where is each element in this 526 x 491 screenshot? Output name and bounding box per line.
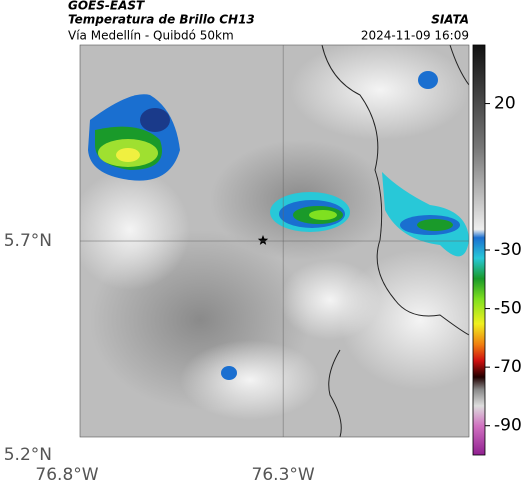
y-tick-label: 5.7°N <box>4 231 52 251</box>
timestamp: 2024-11-09 16:09 <box>361 29 469 43</box>
colorbar-tick-label: -90 <box>494 416 522 436</box>
colorbar-tick-label: -70 <box>494 357 522 377</box>
colorbar-tick-label: -30 <box>494 240 522 260</box>
x-tick-label: 76.8°W <box>35 465 98 485</box>
x-tick-label: 76.3°W <box>252 465 315 485</box>
product: Temperatura de Brillo CH13 <box>68 13 255 27</box>
y-tick-label: 5.2°N <box>4 445 52 465</box>
axes: 76.8°W 76.3°W 5.7°N 5.2°N 20 -30 -50 -70 -90 <box>4 45 522 485</box>
colorbar-tick-label: -50 <box>494 299 522 319</box>
colorbar <box>472 44 486 456</box>
route: Vía Medellín - Quibdó 50km <box>68 29 234 43</box>
agency: SIATA <box>431 13 469 27</box>
colorbar-tick-label: 20 <box>494 94 516 114</box>
satellite-image <box>80 45 469 437</box>
location-marker <box>257 235 269 245</box>
source: GOES-EAST <box>68 0 145 13</box>
